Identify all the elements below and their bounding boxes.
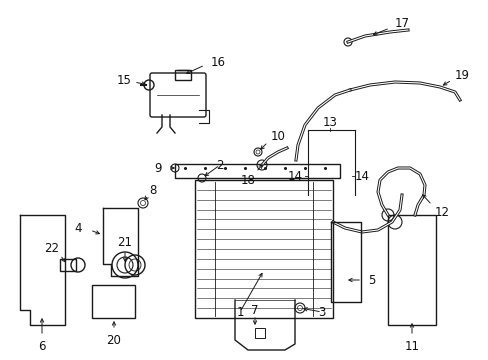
Text: 7: 7 [251, 303, 258, 316]
Bar [254, 328, 264, 338]
Text: 4: 4 [74, 221, 81, 234]
Text: 9: 9 [154, 162, 162, 175]
Text: 20: 20 [106, 333, 121, 346]
Bar [60, 259, 76, 271]
Text: 22: 22 [44, 242, 60, 255]
Text: 13: 13 [322, 116, 337, 129]
Text: 3: 3 [318, 306, 325, 319]
Text: 8: 8 [149, 184, 156, 197]
Text: 11: 11 [404, 339, 419, 352]
Text: 5: 5 [367, 274, 375, 287]
Text: 17: 17 [394, 17, 408, 30]
Bar [195, 180, 332, 318]
Bar [92, 285, 135, 318]
Bar [175, 70, 191, 80]
Text: 14: 14 [287, 170, 302, 183]
Text: 16: 16 [210, 55, 225, 68]
Bar [175, 164, 339, 178]
Text: 15: 15 [116, 73, 131, 86]
Text: 10: 10 [270, 130, 285, 143]
Text: 18: 18 [240, 174, 255, 186]
Text: 12: 12 [434, 206, 448, 219]
Text: 2: 2 [216, 158, 224, 171]
Text: 6: 6 [38, 339, 46, 352]
Text: 1: 1 [236, 306, 243, 319]
Bar [387, 215, 435, 325]
Text: 14: 14 [354, 170, 369, 183]
Text: 21: 21 [117, 235, 132, 248]
Text: 19: 19 [453, 68, 468, 81]
